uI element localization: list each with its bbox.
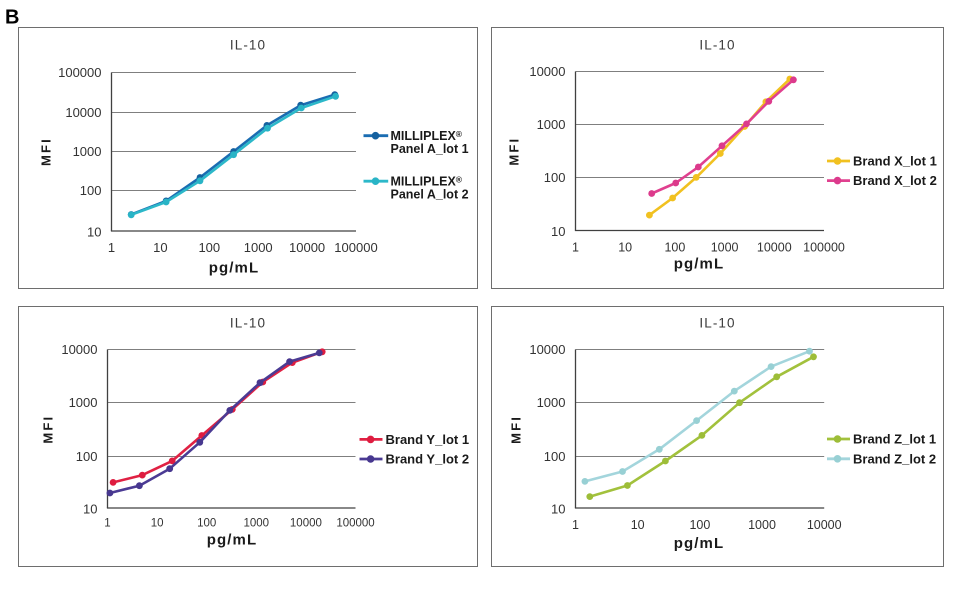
svg-text:10000: 10000 xyxy=(289,240,325,255)
svg-text:1000: 1000 xyxy=(69,395,98,410)
svg-text:1: 1 xyxy=(104,518,110,530)
svg-text:1: 1 xyxy=(572,240,579,254)
svg-text:pg/mL: pg/mL xyxy=(674,256,725,273)
svg-text:10000: 10000 xyxy=(757,240,792,254)
svg-text:1: 1 xyxy=(108,240,115,255)
svg-text:Brand Z_lot 2: Brand Z_lot 2 xyxy=(853,451,936,466)
svg-text:100: 100 xyxy=(664,240,685,254)
svg-text:pg/mL: pg/mL xyxy=(674,535,725,552)
svg-text:IL-10: IL-10 xyxy=(230,315,266,330)
svg-text:10: 10 xyxy=(631,518,645,532)
svg-text:10000: 10000 xyxy=(61,342,97,357)
svg-text:1000: 1000 xyxy=(244,240,273,255)
svg-text:Panel A_lot 1: Panel A_lot 1 xyxy=(391,142,469,156)
svg-text:Panel A_lot 2: Panel A_lot 2 xyxy=(391,188,469,202)
svg-text:10: 10 xyxy=(87,225,101,240)
svg-text:1000: 1000 xyxy=(748,518,776,532)
svg-text:100000: 100000 xyxy=(336,518,374,530)
svg-text:10: 10 xyxy=(551,224,565,239)
svg-text:10: 10 xyxy=(153,240,167,255)
svg-text:Brand Y_lot 2: Brand Y_lot 2 xyxy=(386,452,470,467)
svg-text:10: 10 xyxy=(151,518,164,530)
svg-text:Brand X_lot 1: Brand X_lot 1 xyxy=(853,154,937,169)
svg-text:10000: 10000 xyxy=(290,518,322,530)
svg-text:10: 10 xyxy=(618,240,632,254)
svg-text:100: 100 xyxy=(198,240,220,255)
svg-text:IL-10: IL-10 xyxy=(230,38,266,53)
svg-text:MFI: MFI xyxy=(509,415,524,444)
svg-text:pg/mL: pg/mL xyxy=(207,532,258,549)
svg-text:MFI: MFI xyxy=(507,137,522,166)
svg-text:10: 10 xyxy=(551,502,565,517)
svg-text:100000: 100000 xyxy=(58,65,101,80)
svg-text:1000: 1000 xyxy=(244,518,270,530)
svg-text:100: 100 xyxy=(544,170,566,185)
svg-text:1: 1 xyxy=(572,518,579,532)
svg-text:100000: 100000 xyxy=(334,240,377,255)
svg-text:IL-10: IL-10 xyxy=(699,315,735,330)
svg-text:100: 100 xyxy=(76,449,98,464)
svg-text:1000: 1000 xyxy=(73,144,102,159)
svg-text:MFI: MFI xyxy=(41,415,56,444)
svg-text:MFI: MFI xyxy=(39,137,54,166)
svg-text:10000: 10000 xyxy=(529,342,565,357)
svg-text:100000: 100000 xyxy=(803,240,845,254)
svg-text:100: 100 xyxy=(544,449,566,464)
svg-text:100: 100 xyxy=(689,518,710,532)
svg-text:10000: 10000 xyxy=(529,64,565,79)
svg-text:MILLIPLEX®: MILLIPLEX® xyxy=(391,175,463,189)
svg-text:pg/mL: pg/mL xyxy=(209,259,260,276)
svg-text:MILLIPLEX®: MILLIPLEX® xyxy=(391,129,463,143)
svg-text:Brand X_lot 2: Brand X_lot 2 xyxy=(853,173,937,188)
svg-text:Brand Y_lot 1: Brand Y_lot 1 xyxy=(386,432,470,447)
svg-text:10000: 10000 xyxy=(807,518,842,532)
svg-text:1000: 1000 xyxy=(711,240,739,254)
svg-text:Brand Z_lot 1: Brand Z_lot 1 xyxy=(853,432,936,447)
svg-text:1000: 1000 xyxy=(537,395,566,410)
svg-text:1000: 1000 xyxy=(537,117,566,132)
svg-text:B: B xyxy=(5,7,19,29)
svg-text:100: 100 xyxy=(197,518,216,530)
svg-text:IL-10: IL-10 xyxy=(699,38,735,53)
svg-text:100: 100 xyxy=(80,183,102,198)
svg-text:10000: 10000 xyxy=(65,105,101,120)
svg-text:10: 10 xyxy=(83,502,97,517)
